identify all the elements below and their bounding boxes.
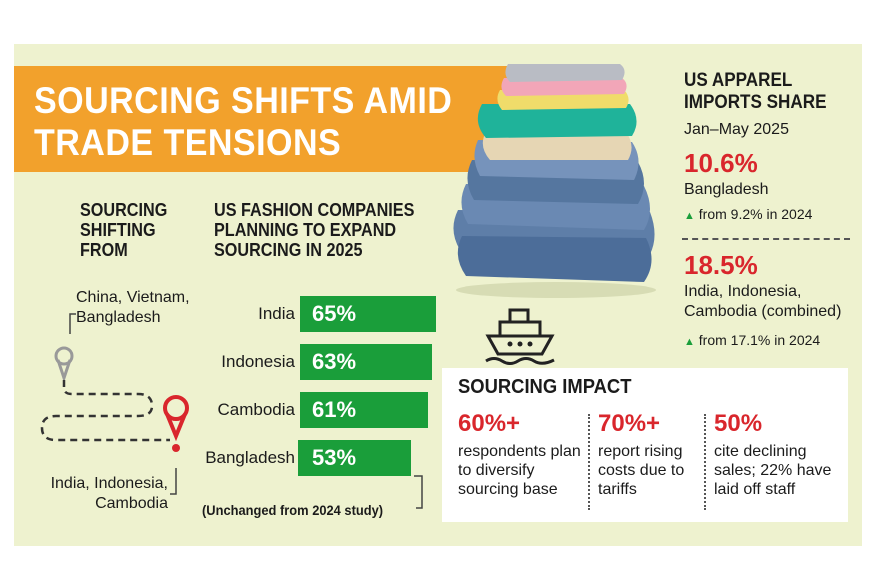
- sourcing-to-countries: India, Indonesia, Cambodia: [50, 475, 168, 512]
- bangladesh-share-change: from 9.2% in 2024: [698, 206, 813, 222]
- impact-costs-value: 70%+: [598, 410, 661, 437]
- bar-value-label: 53%: [312, 445, 357, 470]
- bangladesh-share-change-row: ▲ from 9.2% in 2024: [684, 204, 812, 226]
- grey-shirt: [505, 64, 625, 82]
- teal-shirt: [477, 104, 637, 138]
- combined-share-change: from 17.1% in 2024: [698, 332, 821, 348]
- bar-value-label: 61%: [312, 397, 357, 422]
- bar: [300, 344, 432, 380]
- impact-separator: [704, 414, 706, 510]
- impact-costs-text: report rising costs due to tariffs: [598, 443, 685, 498]
- title-band: [14, 66, 524, 172]
- bar-value-label: 63%: [312, 349, 357, 374]
- ship-icon: [485, 308, 555, 365]
- bangladesh-share-value: 10.6%: [684, 148, 758, 178]
- sourcing-impact-box: [442, 368, 848, 522]
- chart-note: (Unchanged from 2024 study): [202, 502, 384, 518]
- beige-shirt: [482, 132, 632, 160]
- combined-share-label: India, Indonesia, Cambodia (combined): [684, 283, 842, 320]
- imports-share-heading: US APPAREL IMPORTS SHARE: [684, 70, 827, 113]
- bar-label: Bangladesh: [205, 448, 295, 467]
- bar-value-label: 65%: [312, 301, 357, 326]
- jeans-stack: [453, 140, 655, 282]
- bar: [300, 392, 428, 428]
- combined-share-change-row: ▲ from 17.1% in 2024: [684, 330, 820, 352]
- bar: [300, 440, 411, 476]
- impact-separator: [588, 414, 590, 510]
- arrow-up-icon: ▲: [684, 336, 695, 348]
- bar-label: India: [258, 304, 295, 323]
- impact-diversify-text: respondents plan to diversify sourcing b…: [458, 443, 581, 498]
- bangladesh-share-label: Bangladesh: [684, 181, 769, 198]
- impact-sales-text: cite declining sales; 22% have laid off …: [714, 443, 832, 498]
- imports-period: Jan–May 2025: [684, 121, 789, 138]
- combined-share-value: 18.5%: [684, 250, 758, 280]
- impact-diversify-value: 60%+: [458, 410, 521, 437]
- clothes-stack-image: [453, 64, 656, 298]
- arrow-up-icon: ▲: [684, 210, 695, 222]
- location-pin-icon: [54, 346, 74, 383]
- bar-label: Cambodia: [217, 400, 296, 419]
- impact-sales-value: 50%: [714, 410, 763, 437]
- sourcing-shift-heading: SOURCING SHIFTING FROM: [80, 200, 168, 260]
- bar: [300, 296, 436, 332]
- chart-title: US FASHION COMPANIES PLANNING TO EXPAND …: [214, 200, 415, 260]
- sourcing-impact-heading: SOURCING IMPACT: [458, 376, 632, 398]
- share-divider: [682, 238, 850, 240]
- destination-pin-icon: [163, 395, 189, 452]
- pink-shirt: [501, 78, 627, 96]
- page-title: SOURCING SHIFTS AMID TRADE TENSIONS: [34, 80, 453, 163]
- bar-label: Indonesia: [221, 352, 295, 371]
- route-path: [40, 313, 189, 495]
- sourcing-from-countries: China, Vietnam, Bangladesh: [76, 289, 190, 326]
- note-bracket: [414, 475, 423, 509]
